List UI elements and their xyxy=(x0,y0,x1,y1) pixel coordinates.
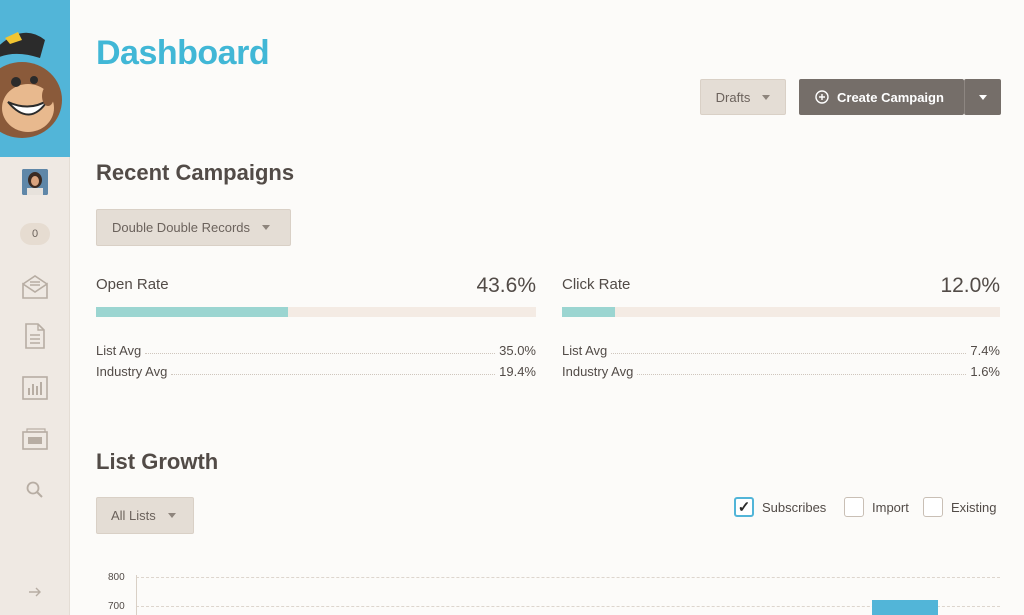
plus-circle-icon xyxy=(815,90,829,104)
chevron-down-icon xyxy=(167,513,176,518)
click-rate-value: 12.0% xyxy=(940,274,1000,297)
list-avg-label: List Avg xyxy=(562,343,608,358)
list-select-label: All Lists xyxy=(111,508,156,523)
y-tick-label: 800 xyxy=(108,572,125,583)
recent-campaigns-title: Recent Campaigns xyxy=(96,160,295,185)
import-label: Import xyxy=(872,499,909,515)
sidebar-item-search[interactable] xyxy=(0,472,70,508)
sidebar-item-reports[interactable] xyxy=(0,370,70,406)
chevron-down-icon xyxy=(262,225,271,230)
list-growth-title: List Growth xyxy=(96,449,219,474)
click-rate-bar-fill xyxy=(562,307,615,317)
list-select[interactable]: All Lists xyxy=(96,497,194,534)
existing-checkbox[interactable] xyxy=(923,497,943,517)
chevron-down-icon xyxy=(979,94,987,100)
filter-existing[interactable]: Existing xyxy=(923,497,997,517)
search-icon xyxy=(26,481,43,498)
open-rate-list-avg-row: List Avg 35.0% xyxy=(96,342,536,358)
dotted-leader xyxy=(611,353,967,354)
notification-badge: 0 xyxy=(20,223,50,245)
chevron-down-icon xyxy=(762,94,771,100)
campaign-select-label: Double Double Records xyxy=(112,220,251,235)
grid-line xyxy=(136,606,1000,607)
subscribes-checkbox[interactable]: ✓ xyxy=(734,497,754,517)
sidebar-item-templates[interactable] xyxy=(0,318,70,354)
create-campaign-button[interactable]: Create Campaign xyxy=(799,79,964,115)
click-rate-bar xyxy=(562,307,1000,317)
campaign-select[interactable]: Double Double Records xyxy=(96,209,291,246)
import-checkbox[interactable] xyxy=(844,497,864,517)
sidebar-expand[interactable] xyxy=(0,574,70,610)
list-icon xyxy=(22,428,48,450)
drafts-label: Drafts xyxy=(715,89,751,105)
list-avg-value: 7.4% xyxy=(970,343,1000,358)
list-avg-value: 35.0% xyxy=(499,343,536,358)
page-title: Dashboard xyxy=(96,34,270,72)
grid-line xyxy=(136,577,1000,578)
dotted-leader xyxy=(637,374,967,375)
open-rate-industry-avg-row: Industry Avg 19.4% xyxy=(96,363,536,379)
bar-chart-icon xyxy=(22,376,48,400)
chart-bar xyxy=(872,600,938,615)
main-content: Dashboard Drafts Create Campaign Recent … xyxy=(70,0,1024,615)
subscribes-label: Subscribes xyxy=(762,499,827,515)
brand-logo[interactable] xyxy=(0,0,70,157)
sidebar-item-campaigns[interactable] xyxy=(0,268,70,304)
user-photo-icon xyxy=(22,169,48,195)
industry-avg-value: 19.4% xyxy=(499,364,536,379)
sidebar: 0 xyxy=(0,0,70,615)
document-icon xyxy=(25,323,45,349)
click-rate-industry-avg-row: Industry Avg 1.6% xyxy=(562,363,1000,379)
monkey-logo-icon xyxy=(0,32,62,138)
y-axis xyxy=(136,575,137,615)
create-campaign-options-button[interactable] xyxy=(964,79,1001,115)
industry-avg-label: Industry Avg xyxy=(562,364,634,379)
dotted-leader xyxy=(171,374,496,375)
sidebar-notifications[interactable]: 0 xyxy=(0,216,70,252)
sidebar-profile[interactable] xyxy=(0,164,70,200)
click-rate-list-avg-row: List Avg 7.4% xyxy=(562,342,1000,358)
industry-avg-value: 1.6% xyxy=(970,364,1000,379)
open-rate-label: Open Rate xyxy=(96,276,169,293)
avatar[interactable] xyxy=(22,169,48,195)
filter-subscribes[interactable]: ✓ Subscribes xyxy=(734,497,826,517)
list-avg-label: List Avg xyxy=(96,343,142,358)
open-rate-value: 43.6% xyxy=(476,274,536,297)
sidebar-item-lists[interactable] xyxy=(0,421,70,457)
drafts-dropdown[interactable]: Drafts xyxy=(700,79,786,115)
open-rate-bar xyxy=(96,307,536,317)
inbox-icon xyxy=(22,275,48,299)
dotted-leader xyxy=(145,353,496,354)
click-rate-label: Click Rate xyxy=(562,276,631,293)
existing-label: Existing xyxy=(951,499,997,515)
create-campaign-label: Create Campaign xyxy=(837,89,944,105)
industry-avg-label: Industry Avg xyxy=(96,364,168,379)
arrow-right-icon xyxy=(29,587,41,597)
open-rate-bar-fill xyxy=(96,307,288,317)
y-tick-label: 700 xyxy=(108,601,125,612)
filter-import[interactable]: Import xyxy=(844,497,909,517)
